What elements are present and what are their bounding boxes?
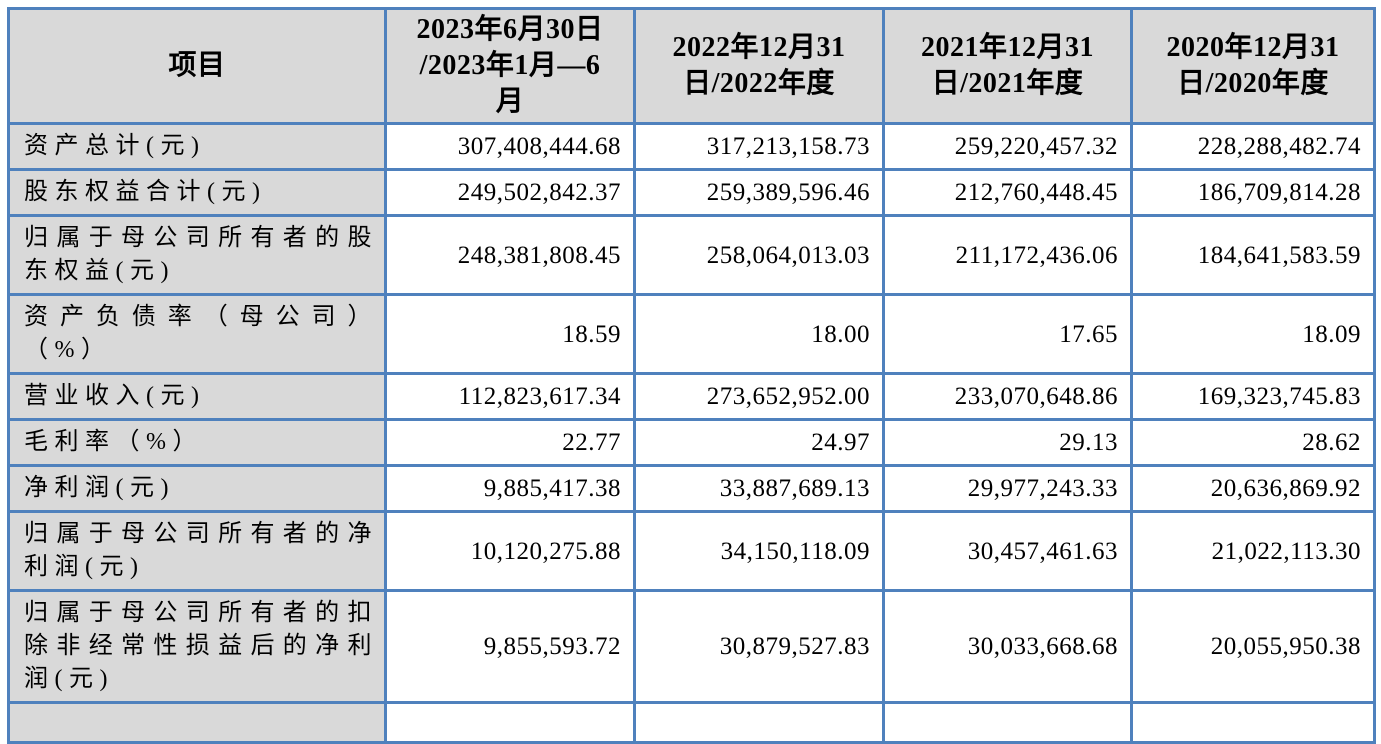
column-header-period-4: 2020年12月31 日/2020年度 <box>1130 7 1376 125</box>
column-header-period-2: 2022年12月31 日/2022年度 <box>633 7 885 125</box>
table-row: 归属于母公司所有者的扣除非经常性损益后的净利润(元) 9,855,593.72 30… <box>7 589 1376 704</box>
value-cell <box>384 701 636 744</box>
value-cell: 259,389,596.46 <box>633 168 885 217</box>
value-cell: 184,641,583.59 <box>1130 214 1376 296</box>
value-cell <box>882 701 1133 744</box>
value-cell: 259,220,457.32 <box>882 122 1133 171</box>
value-cell: 233,070,648.86 <box>882 372 1133 421</box>
value-cell: 29,977,243.33 <box>882 464 1133 513</box>
value-cell: 249,502,842.37 <box>384 168 636 217</box>
value-cell: 29.13 <box>882 418 1133 467</box>
row-label: 归属于母公司所有者的净利润(元) <box>7 510 387 592</box>
value-cell: 24.97 <box>633 418 885 467</box>
value-cell: 228,288,482.74 <box>1130 122 1376 171</box>
table-row: 归属于母公司所有者的股东权益(元) 248,381,808.45 258,064,0… <box>7 214 1376 296</box>
financial-table-container: 项目 2023年6月30日 /2023年1月—6 月 2022年12月31 日/20… <box>7 7 1376 744</box>
table-row: 资产总计(元) 307,408,444.68 317,213,158.73 259,2… <box>7 122 1376 171</box>
value-cell: 21,022,113.30 <box>1130 510 1376 592</box>
value-cell: 10,120,275.88 <box>384 510 636 592</box>
value-cell: 212,760,448.45 <box>882 168 1133 217</box>
table-row: 净利润(元) 9,885,417.38 33,887,689.13 29,977,24… <box>7 464 1376 513</box>
financial-summary-table: 项目 2023年6月30日 /2023年1月—6 月 2022年12月31 日/20… <box>7 7 1376 744</box>
value-cell: 169,323,745.83 <box>1130 372 1376 421</box>
value-cell: 22.77 <box>384 418 636 467</box>
value-cell: 9,885,417.38 <box>384 464 636 513</box>
value-cell: 30,033,668.68 <box>882 589 1133 704</box>
value-cell <box>633 701 885 744</box>
table-row: 毛利率（%） 22.77 24.97 29.13 28.62 <box>7 418 1376 467</box>
table-body: 资产总计(元) 307,408,444.68 317,213,158.73 259,2… <box>7 122 1376 744</box>
column-header-period-3: 2021年12月31 日/2021年度 <box>882 7 1133 125</box>
table-row: 归属于母公司所有者的净利润(元) 10,120,275.88 34,150,118.… <box>7 510 1376 592</box>
value-cell: 307,408,444.68 <box>384 122 636 171</box>
row-label: 归属于母公司所有者的股东权益(元) <box>7 214 387 296</box>
table-row-partial <box>7 701 1376 744</box>
column-header-period-1: 2023年6月30日 /2023年1月—6 月 <box>384 7 636 125</box>
value-cell: 186,709,814.28 <box>1130 168 1376 217</box>
value-cell: 18.00 <box>633 293 885 375</box>
value-cell: 17.65 <box>882 293 1133 375</box>
value-cell: 30,879,527.83 <box>633 589 885 704</box>
value-cell: 258,064,013.03 <box>633 214 885 296</box>
value-cell: 20,055,950.38 <box>1130 589 1376 704</box>
row-label: 股东权益合计(元) <box>7 168 387 217</box>
header-row: 项目 2023年6月30日 /2023年1月—6 月 2022年12月31 日/20… <box>7 7 1376 125</box>
column-header-item: 项目 <box>7 7 387 125</box>
value-cell: 34,150,118.09 <box>633 510 885 592</box>
value-cell: 248,381,808.45 <box>384 214 636 296</box>
value-cell: 28.62 <box>1130 418 1376 467</box>
value-cell: 18.09 <box>1130 293 1376 375</box>
table-row: 营业收入(元) 112,823,617.34 273,652,952.00 233,0… <box>7 372 1376 421</box>
value-cell: 112,823,617.34 <box>384 372 636 421</box>
table-row: 资产负债率（母公司）（%） 18.59 18.00 17.65 18.09 <box>7 293 1376 375</box>
value-cell: 273,652,952.00 <box>633 372 885 421</box>
value-cell: 18.59 <box>384 293 636 375</box>
row-label <box>7 701 387 744</box>
value-cell: 33,887,689.13 <box>633 464 885 513</box>
row-label: 资产负债率（母公司）（%） <box>7 293 387 375</box>
row-label: 营业收入(元) <box>7 372 387 421</box>
row-label: 净利润(元) <box>7 464 387 513</box>
value-cell: 211,172,436.06 <box>882 214 1133 296</box>
value-cell: 317,213,158.73 <box>633 122 885 171</box>
value-cell <box>1130 701 1376 744</box>
row-label: 归属于母公司所有者的扣除非经常性损益后的净利润(元) <box>7 589 387 704</box>
value-cell: 30,457,461.63 <box>882 510 1133 592</box>
value-cell: 9,855,593.72 <box>384 589 636 704</box>
value-cell: 20,636,869.92 <box>1130 464 1376 513</box>
row-label: 资产总计(元) <box>7 122 387 171</box>
table-row: 股东权益合计(元) 249,502,842.37 259,389,596.46 212… <box>7 168 1376 217</box>
row-label: 毛利率（%） <box>7 418 387 467</box>
